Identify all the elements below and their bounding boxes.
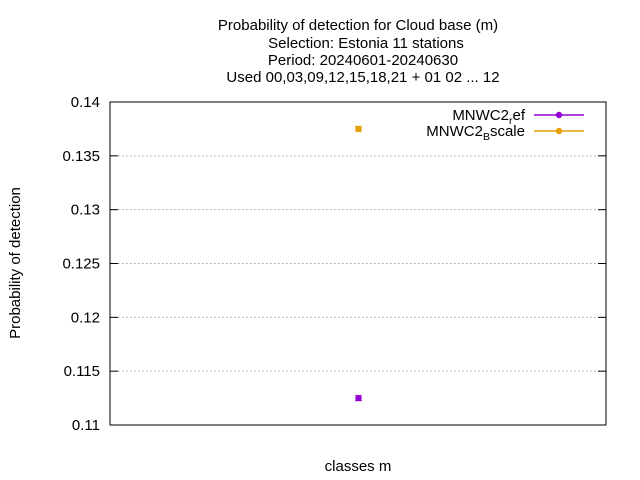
y-axis-label: Probability of detection xyxy=(7,187,24,339)
y-tick-label: 0.14 xyxy=(71,94,100,111)
data-point-marker-series-2 xyxy=(355,125,362,133)
chart-title: Probability of detection for Cloud base … xyxy=(218,17,500,86)
plot-frame xyxy=(109,101,607,426)
y-tick-label: 0.115 xyxy=(64,363,100,380)
title-line-1: Probability of detection for Cloud base … xyxy=(218,17,498,34)
data-points xyxy=(355,125,362,402)
legend-entry-2: MNWC2Bscale xyxy=(426,123,584,143)
legend-marker xyxy=(555,111,563,119)
y-tick-label: 0.12 xyxy=(71,309,100,326)
y-tick-label: 0.125 xyxy=(62,256,100,273)
legend-entry-1: MNWC2ref xyxy=(452,107,584,127)
data-point-marker-series-1 xyxy=(355,394,362,402)
y-tick-label: 0.13 xyxy=(71,202,100,219)
y-axis-ticks: 0.11 0.115 0.12 0.125 0.13 0.135 0.14 xyxy=(62,94,606,434)
y-tick-label: 0.135 xyxy=(62,148,100,165)
legend-marker xyxy=(555,127,563,135)
legend-label: MNWC2ref xyxy=(452,107,526,127)
grid-lines xyxy=(110,155,606,372)
x-axis-label: classes m xyxy=(325,458,392,475)
legend-label: MNWC2Bscale xyxy=(426,123,525,143)
title-line-3: Period: 20240601-20240630 xyxy=(268,52,458,69)
title-line-2: Selection: Estonia 11 stations xyxy=(268,35,464,52)
title-line-4: Used 00,03,09,12,15,18,21 + 01 02 ... 12 xyxy=(226,69,499,86)
y-tick-label: 0.11 xyxy=(72,417,100,434)
